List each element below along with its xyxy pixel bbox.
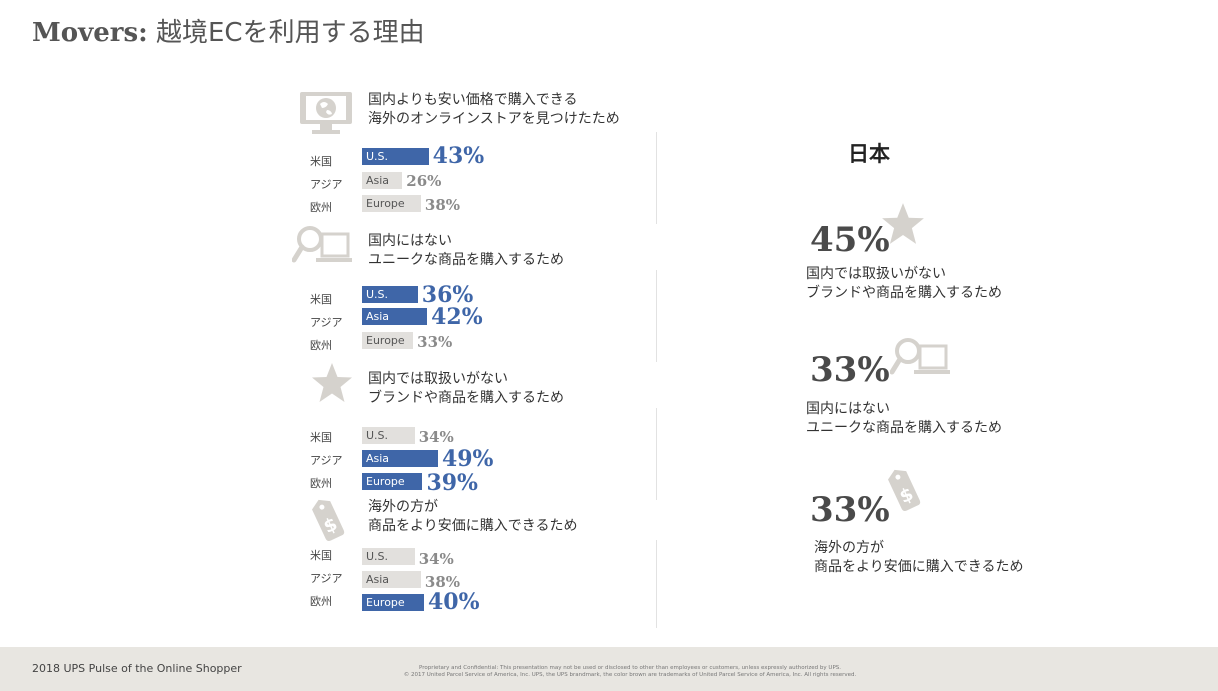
data-label: 40% — [428, 589, 480, 615]
divider — [656, 270, 657, 362]
japan-value: 33% — [810, 350, 890, 390]
bar: Europe — [362, 473, 423, 490]
globe-monitor-icon — [300, 92, 352, 134]
region-label: 欧州 — [310, 201, 332, 214]
region-label: 欧州 — [310, 339, 332, 352]
japan-value: 45% — [810, 220, 890, 260]
data-label: 34% — [418, 550, 454, 568]
japan-text: 国内では取扱いがない ブランドや商品を購入するため — [806, 266, 1002, 301]
japan-text: 海外の方が 商品をより安価に購入できるため — [814, 540, 1024, 575]
bar: U.S. — [362, 548, 415, 565]
data-label: 49% — [441, 446, 494, 472]
footer-source: 2018 UPS Pulse of the Online Shopper — [32, 662, 242, 675]
footer: 2018 UPS Pulse of the Online Shopper Pro… — [0, 647, 1218, 691]
region-label: 欧州 — [310, 477, 332, 490]
bar: U.S. — [362, 286, 418, 303]
japan-heading: 日本 — [848, 142, 890, 166]
price-tag-icon: $ — [888, 469, 921, 511]
star-icon — [882, 203, 924, 244]
search-laptop-icon — [292, 226, 352, 263]
bar: Asia — [362, 172, 403, 189]
bar: Asia — [362, 308, 428, 325]
bar: U.S. — [362, 148, 429, 165]
footer-legal: Proprietary and Confidential: This prese… — [403, 665, 857, 678]
data-label: 36% — [421, 282, 474, 308]
bar: Asia — [362, 450, 438, 467]
divider — [656, 540, 657, 628]
data-label: 42% — [431, 304, 483, 330]
data-label: 43% — [432, 143, 485, 169]
bar: Asia — [362, 571, 421, 588]
data-label: 34% — [418, 428, 454, 446]
region-label: アジア — [310, 454, 343, 467]
search-laptop-icon — [890, 338, 950, 375]
data-label: 39% — [426, 470, 478, 496]
divider — [656, 132, 657, 224]
data-label: 38% — [424, 196, 461, 214]
divider — [656, 408, 657, 500]
bar: Europe — [362, 195, 421, 212]
question-text: 国内よりも安い価格で購入できる 海外のオンラインストアを見つけたため — [368, 92, 620, 127]
region-label: 米国 — [310, 293, 332, 306]
data-label: 33% — [417, 333, 453, 351]
question-text: 海外の方が 商品をより安価に購入できるため — [368, 499, 578, 534]
region-label: 米国 — [310, 431, 332, 444]
japan-text: 国内にはない ユニークな商品を購入するため — [806, 401, 1002, 436]
bar: U.S. — [362, 427, 415, 444]
page-title: Movers: 越境ECを利用する理由 — [32, 18, 425, 48]
bar: Europe — [362, 594, 424, 611]
japan-value: 33% — [810, 490, 890, 530]
bar: Europe — [362, 332, 414, 349]
region-label: アジア — [310, 178, 343, 191]
region-label: アジア — [310, 316, 343, 329]
region-label: 米国 — [310, 155, 332, 168]
question-text: 国内にはない ユニークな商品を購入するため — [368, 233, 564, 268]
star-icon — [312, 363, 352, 402]
price-tag-icon: $ — [312, 499, 345, 541]
region-label: 米国 — [310, 549, 332, 562]
region-label: アジア — [310, 572, 343, 585]
question-text: 国内では取扱いがない ブランドや商品を購入するため — [368, 371, 564, 406]
data-label: 26% — [406, 172, 442, 190]
data-label: 38% — [424, 573, 461, 591]
region-label: 欧州 — [310, 595, 332, 608]
